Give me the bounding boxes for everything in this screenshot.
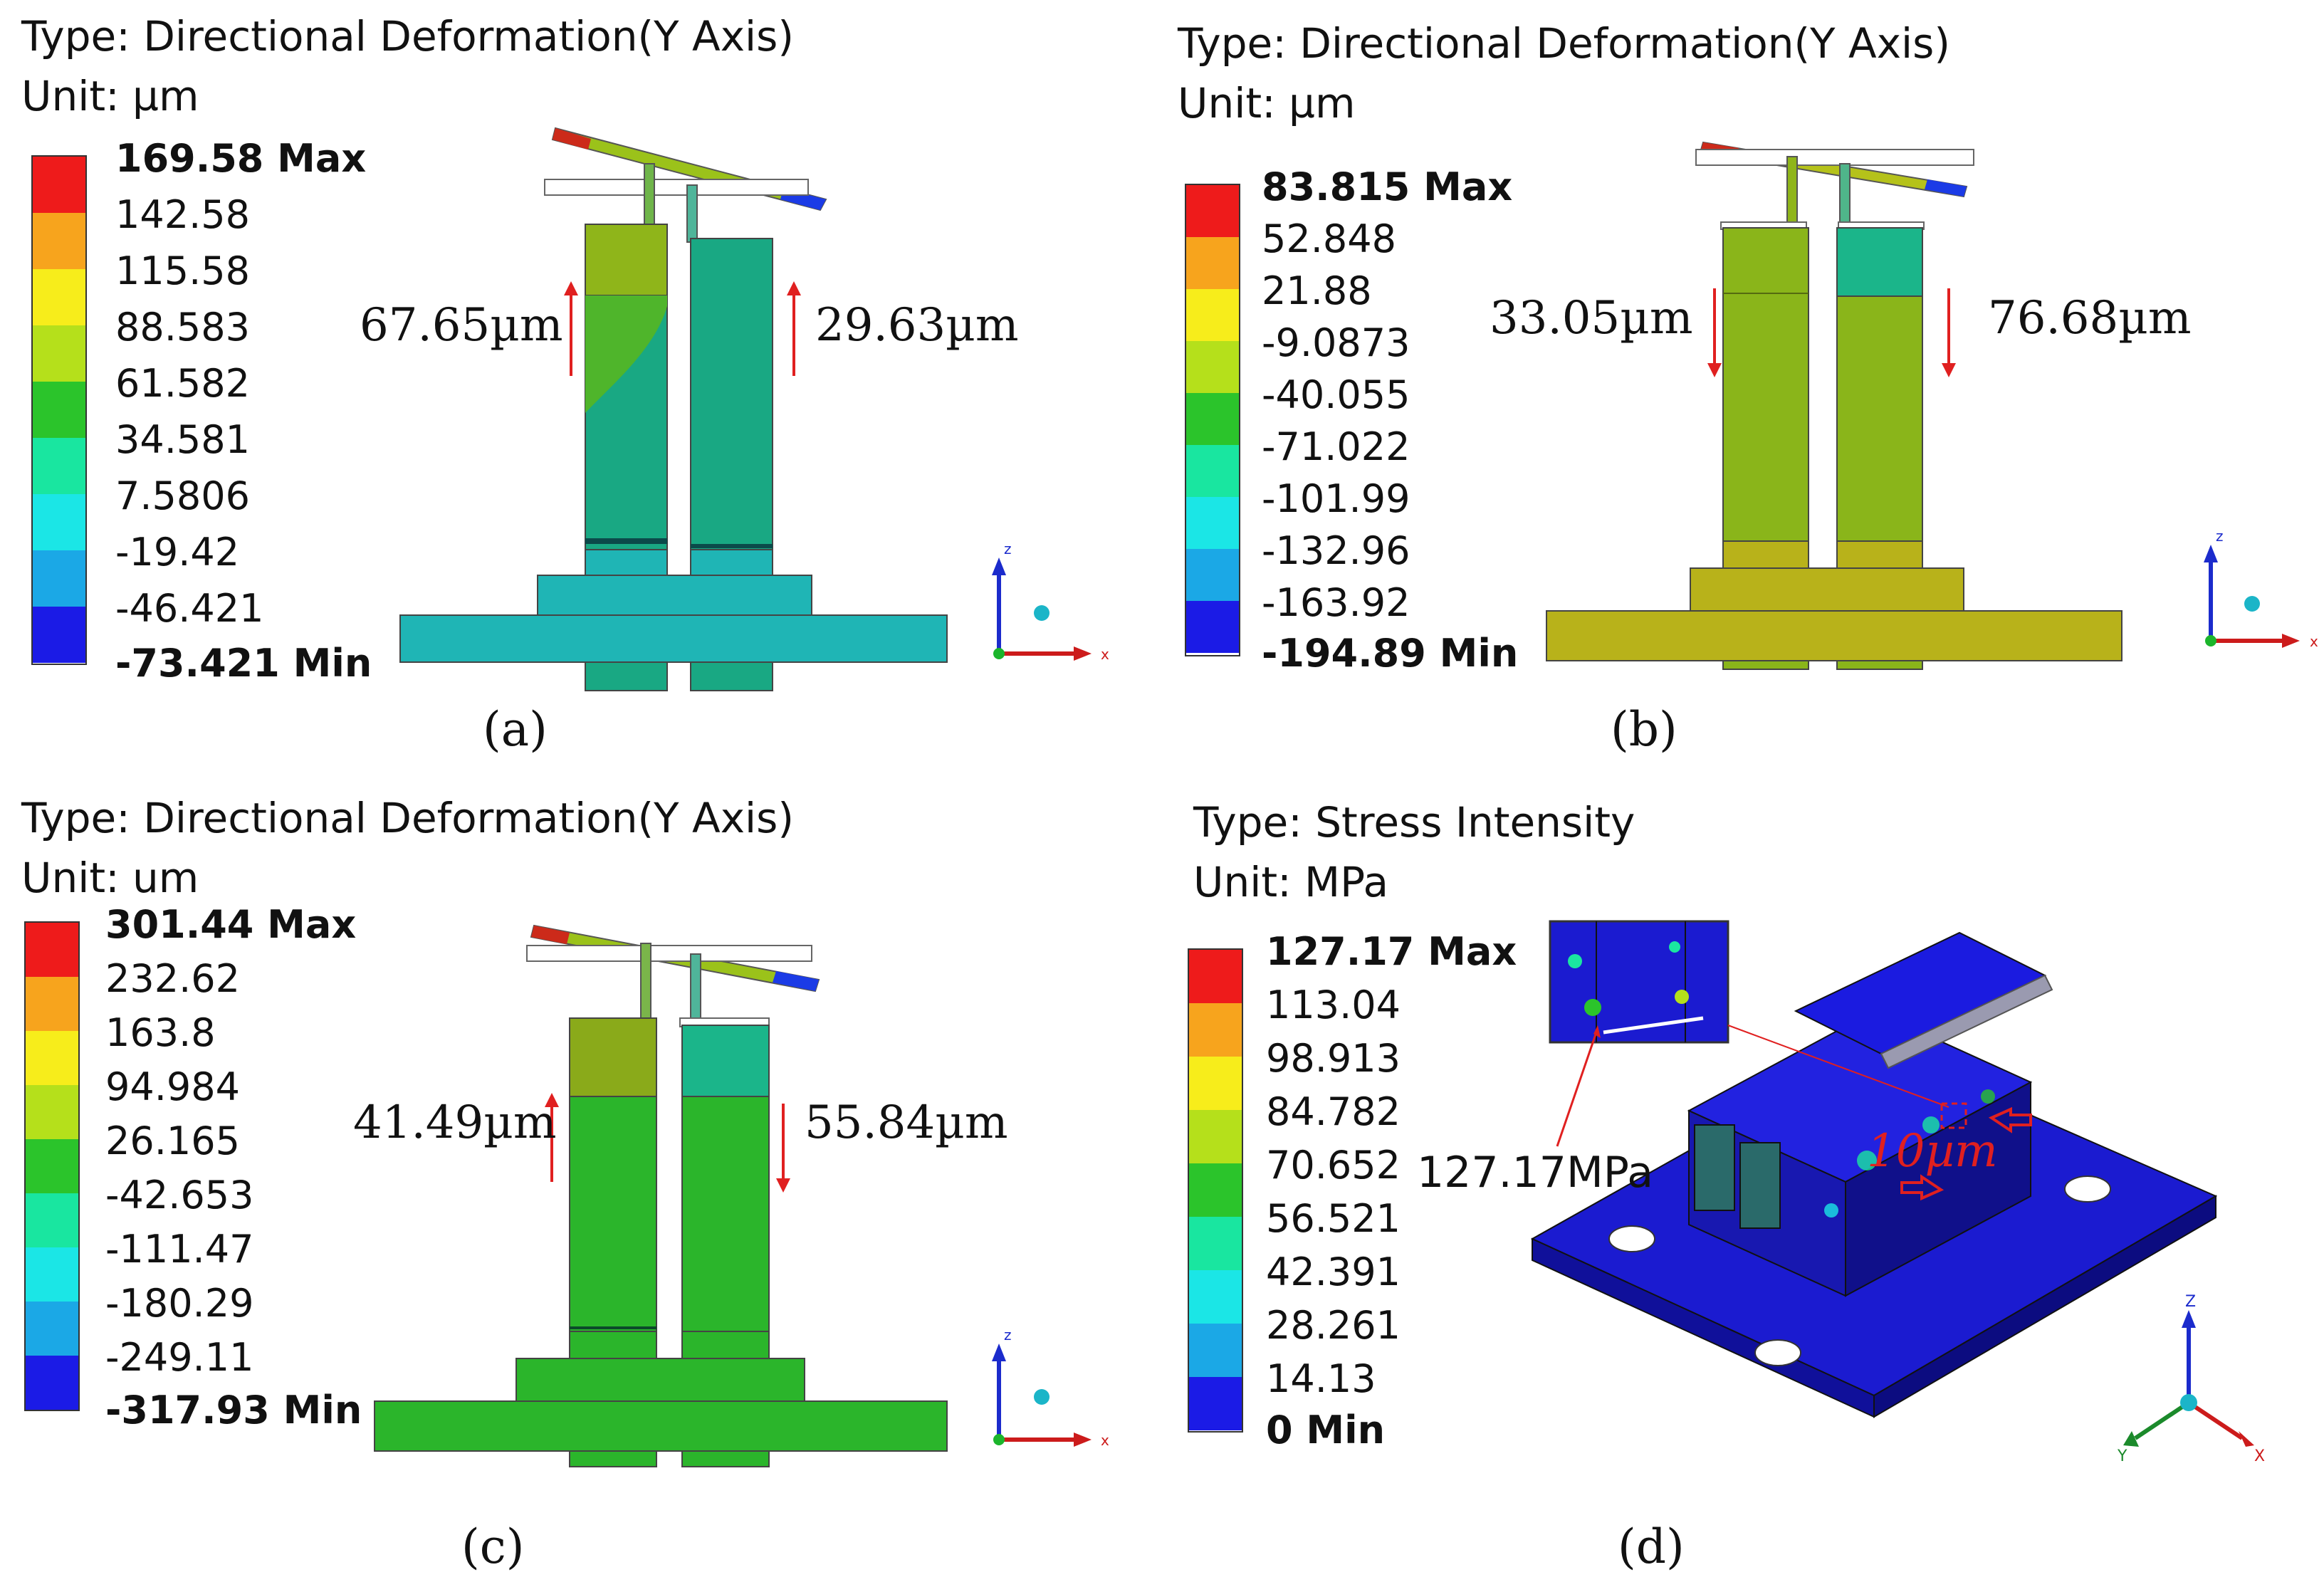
legend-min: -194.89 Min — [1262, 631, 1519, 676]
svg-text:x: x — [1101, 646, 1109, 663]
legend-level: -42.653 — [105, 1173, 254, 1217]
max-stress-annotation: 127.17MPa — [1417, 1148, 1653, 1198]
legend-level: 163.8 — [105, 1010, 216, 1055]
legend-level: -40.055 — [1262, 372, 1410, 417]
legend-level: 52.848 — [1262, 216, 1396, 261]
panel-caption: (b) — [1611, 702, 1677, 757]
legend-min: -317.93 Min — [105, 1388, 362, 1433]
legend-level: 232.62 — [105, 956, 240, 1001]
gap-annotation: 10µm — [1867, 1125, 1998, 1178]
result-unit-label: Unit: µm — [21, 72, 199, 120]
legend-level: 142.58 — [115, 192, 250, 237]
stress-model-d — [1530, 920, 2218, 1418]
legend-level: -71.022 — [1262, 424, 1410, 469]
result-type-label: Type: Directional Deformation(Y Axis) — [21, 12, 794, 61]
axis-triad-icon: z x — [2204, 528, 2318, 650]
legend-level: -9.0873 — [1262, 320, 1410, 365]
legend-level: 113.04 — [1266, 983, 1401, 1027]
legend-level: 70.652 — [1266, 1143, 1401, 1188]
svg-text:x: x — [2310, 633, 2318, 650]
legend-level: 34.581 — [115, 417, 250, 462]
legend-max: 127.17 Max — [1266, 929, 1517, 974]
axis-triad-icon: z x — [992, 540, 1109, 663]
deformation-model-c — [374, 924, 948, 1467]
color-legend-bar — [24, 921, 80, 1411]
panel-caption: (c) — [461, 1519, 525, 1574]
legend-level: 56.521 — [1266, 1196, 1401, 1241]
legend-level: 7.5806 — [115, 473, 250, 518]
panel-d: Type: Stress Intensity Unit: MPa 127.17 … — [1162, 783, 2324, 1592]
result-type-label: Type: Directional Deformation(Y Axis) — [21, 794, 794, 842]
svg-text:z: z — [2216, 528, 2224, 545]
deformation-model-b — [1546, 141, 2123, 670]
legend-level: 94.984 — [105, 1064, 240, 1109]
legend-level: -19.42 — [115, 530, 240, 575]
svg-text:Y: Y — [2117, 1447, 2127, 1465]
axis-triad-icon: Z Y X — [2117, 1293, 2265, 1465]
legend-level: -249.11 — [105, 1335, 254, 1380]
legend-level: 98.913 — [1266, 1036, 1401, 1081]
legend-level: -111.47 — [105, 1227, 254, 1272]
legend-level: -132.96 — [1262, 528, 1410, 573]
color-legend-bar — [1185, 184, 1240, 656]
legend-level: 84.782 — [1266, 1089, 1401, 1134]
legend-min: -73.421 Min — [115, 641, 372, 686]
legend-level: -180.29 — [105, 1281, 254, 1326]
result-unit-label: Unit: µm — [1178, 79, 1356, 127]
legend-level: 88.583 — [115, 305, 250, 350]
svg-text:z: z — [1004, 540, 1012, 557]
panel-caption: (d) — [1618, 1519, 1685, 1574]
legend-level: 42.391 — [1266, 1250, 1401, 1294]
legend-level: 61.582 — [115, 361, 250, 406]
legend-level: -46.421 — [115, 586, 264, 631]
result-unit-label: Unit: um — [21, 854, 199, 902]
result-unit-label: Unit: MPa — [1193, 858, 1388, 906]
legend-level: 14.13 — [1266, 1356, 1376, 1401]
result-type-label: Type: Stress Intensity — [1193, 798, 1635, 847]
left-displacement-annotation: 41.49µm — [353, 1096, 557, 1149]
legend-level: 28.261 — [1266, 1303, 1401, 1348]
panel-c: Type: Directional Deformation(Y Axis) Un… — [0, 783, 1162, 1592]
legend-max: 301.44 Max — [105, 902, 357, 947]
right-displacement-annotation: 29.63µm — [815, 299, 1019, 352]
legend-max: 169.58 Max — [115, 136, 367, 181]
color-legend-bar — [31, 155, 87, 665]
legend-max: 83.815 Max — [1262, 164, 1513, 209]
right-displacement-annotation: 55.84µm — [805, 1096, 1008, 1149]
color-legend-bar — [1188, 948, 1243, 1433]
panel-b: Type: Directional Deformation(Y Axis) Un… — [1162, 0, 2324, 783]
panel-a: Type: Directional Deformation(Y Axis) Un… — [0, 0, 1162, 783]
left-displacement-annotation: 67.65µm — [360, 299, 563, 352]
legend-level: 21.88 — [1262, 268, 1372, 313]
svg-text:z: z — [1004, 1326, 1012, 1344]
legend-level: 26.165 — [105, 1119, 240, 1163]
result-type-label: Type: Directional Deformation(Y Axis) — [1178, 19, 1950, 68]
left-displacement-annotation: 33.05µm — [1490, 292, 1693, 345]
deformation-model-a — [399, 127, 948, 691]
panel-caption: (a) — [483, 702, 548, 757]
legend-level: 115.58 — [115, 248, 250, 293]
axis-triad-icon: z x — [992, 1326, 1109, 1449]
svg-text:x: x — [1101, 1432, 1109, 1449]
svg-text:X: X — [2254, 1447, 2265, 1465]
legend-min: 0 Min — [1266, 1408, 1386, 1452]
legend-level: -163.92 — [1262, 580, 1410, 625]
legend-level: -101.99 — [1262, 476, 1410, 521]
right-displacement-annotation: 76.68µm — [1988, 292, 2192, 345]
svg-text:Z: Z — [2185, 1293, 2196, 1311]
